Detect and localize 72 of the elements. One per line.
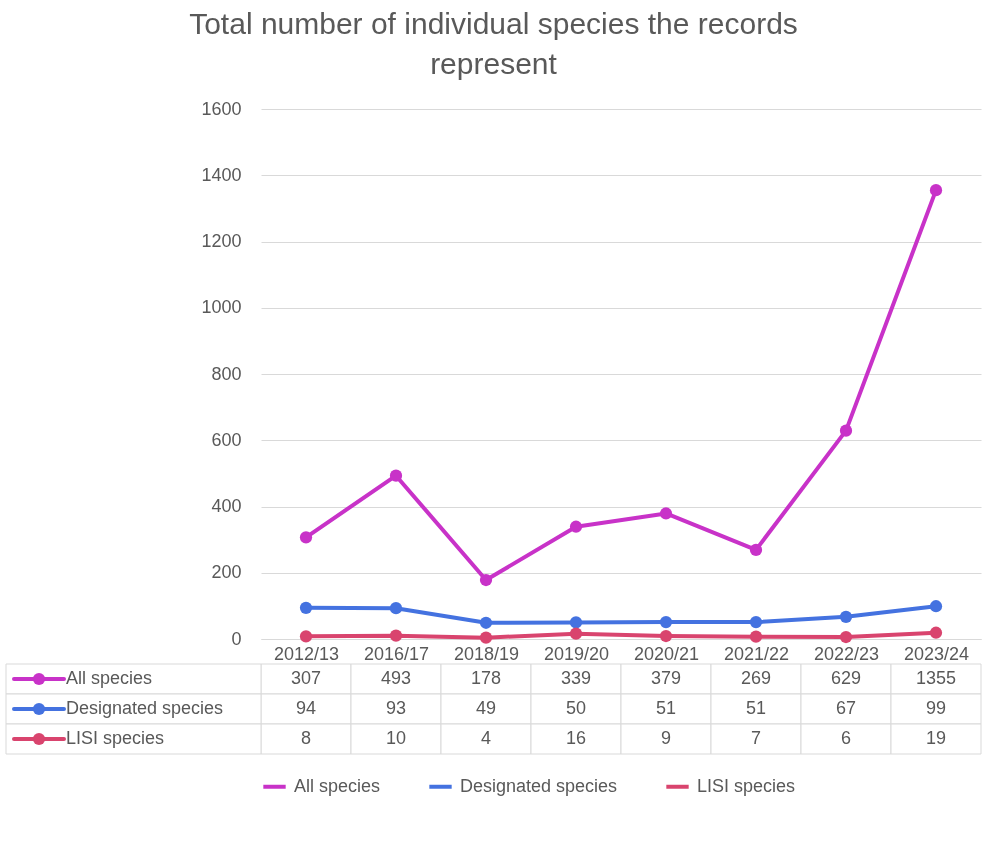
point (659, 615, 673, 629)
x-tick-label: 2020/21 (633, 643, 700, 664)
point (299, 630, 313, 643)
x-tick-label: 2016/17 (363, 643, 430, 664)
data-label: 1355 (915, 668, 957, 688)
point (299, 531, 313, 544)
y-tick-label: 800 (211, 363, 242, 384)
data-label: 629 (830, 668, 862, 688)
x-tick-label: 2018/19 (453, 643, 520, 664)
data-label: 269 (740, 668, 772, 688)
point (839, 424, 853, 437)
data-label: 19 (925, 728, 947, 748)
point (479, 573, 493, 587)
data-label: 94 (295, 698, 317, 718)
data-label: 67 (835, 698, 857, 718)
y-tick-label: 1000 (201, 297, 242, 318)
point (749, 615, 763, 629)
point (929, 600, 943, 613)
data-label: 379 (650, 668, 682, 688)
x-tick-label: 2022/23 (813, 643, 880, 664)
y-tick-label: 600 (211, 429, 242, 450)
point (569, 627, 583, 640)
text: Designated species (460, 775, 618, 796)
point (389, 602, 403, 615)
data-label: 51 (745, 698, 767, 718)
point (299, 601, 313, 614)
point (929, 626, 943, 639)
text: All species (294, 775, 381, 796)
point (479, 631, 493, 644)
point (569, 616, 583, 629)
x-tick-label: 2023/24 (903, 643, 970, 664)
y-tick-label: 1200 (201, 231, 242, 251)
data-label: 7 (750, 728, 762, 748)
data-label: 49 (475, 698, 497, 718)
data-label: 178 (470, 668, 502, 688)
point (929, 184, 943, 197)
y-tick-label: 400 (211, 496, 242, 516)
data-label: 4 (480, 728, 492, 748)
y-tick-label: 1400 (201, 164, 242, 185)
point (569, 520, 583, 533)
point (839, 630, 853, 644)
legend-label: All species (66, 668, 153, 688)
data-label: 6 (840, 728, 852, 748)
data-label: 493 (380, 668, 412, 688)
point (749, 630, 763, 643)
y-tick-label: 1600 (201, 98, 242, 119)
legend-label: LISI species (697, 775, 796, 796)
y-tick-label: 200 (211, 562, 242, 583)
chart-title: Total number of individual species the records represent (189, 7, 798, 80)
data-label: 99 (925, 698, 947, 718)
data-label: 16 (565, 728, 587, 748)
point (389, 629, 403, 642)
data-label: 339 (560, 668, 592, 688)
data-label: 51 (655, 698, 677, 718)
x-tick-label: 2019/20 (543, 643, 610, 664)
text: LISI species (66, 728, 165, 748)
data-label: 8 (300, 728, 312, 748)
legend-label: Designated species (66, 698, 224, 718)
x-tick-label: 2021/22 (723, 643, 790, 664)
x-tick-label: 2012/13 (273, 643, 340, 664)
data-label: 307 (290, 668, 322, 688)
point (479, 616, 493, 629)
point (389, 469, 403, 482)
point (749, 543, 763, 557)
y-tick-label: 0 (231, 628, 242, 649)
data-label: 9 (660, 728, 672, 748)
point (659, 507, 673, 520)
data-label: 50 (565, 698, 587, 718)
data-label: 93 (385, 698, 407, 718)
point (839, 610, 853, 623)
data-label: 10 (385, 728, 407, 748)
point (659, 629, 673, 643)
